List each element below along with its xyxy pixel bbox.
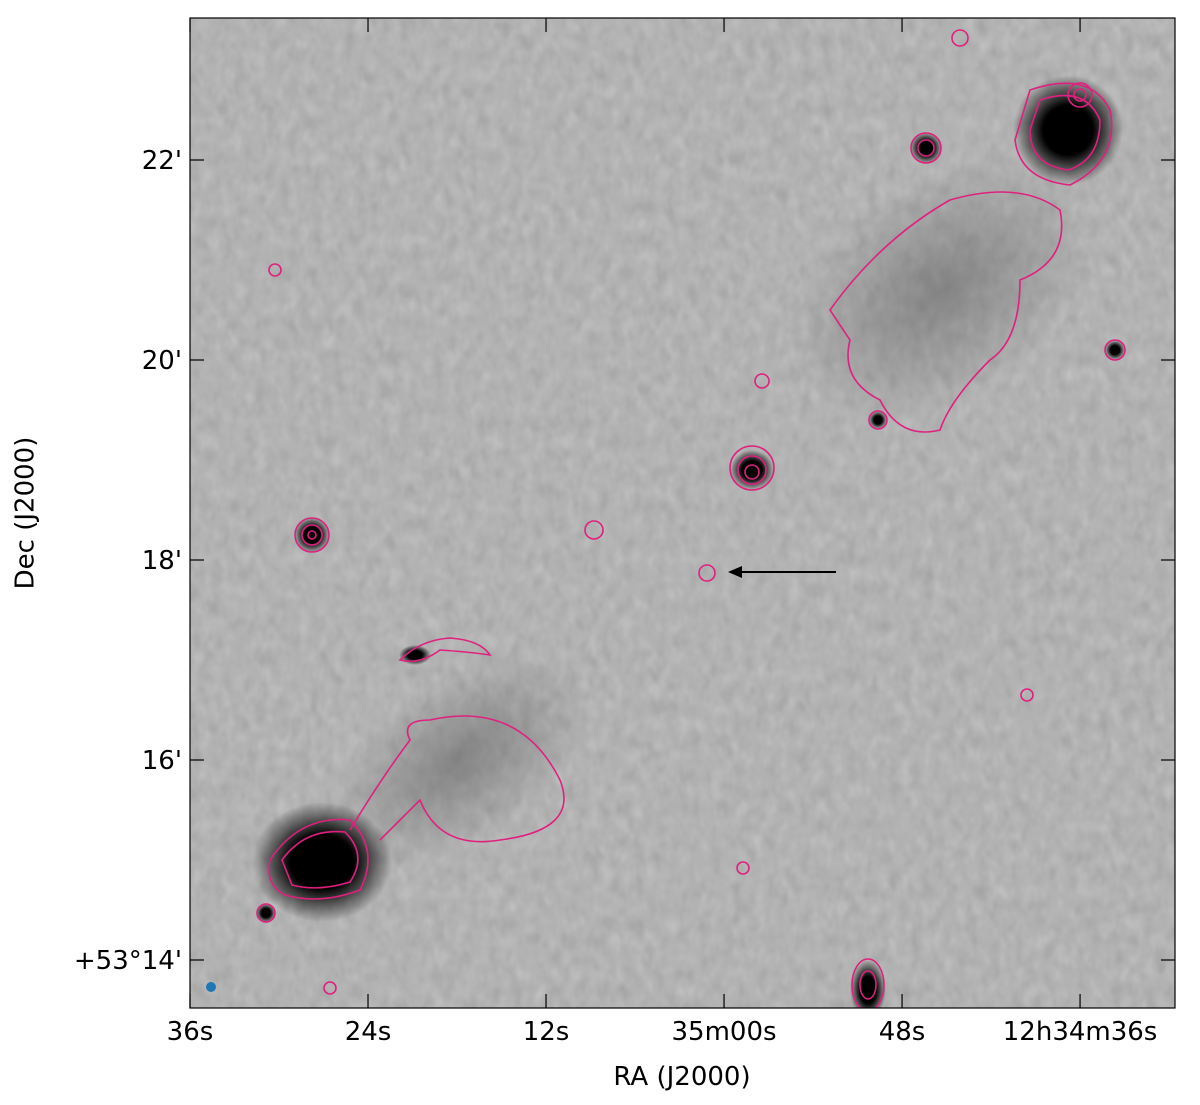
- image: [190, 18, 1175, 1008]
- x-tick-label: 35m00s: [672, 1017, 777, 1047]
- arrow: [728, 566, 836, 578]
- x-tick-label: 48s: [879, 1017, 926, 1047]
- x-tick-label: 36s: [167, 1017, 214, 1047]
- x-tick-label: 24s: [345, 1017, 392, 1047]
- x-tick-label: 12h34m36s: [1003, 1017, 1158, 1047]
- y-tick-label: 20': [142, 346, 182, 376]
- beam: [206, 982, 216, 992]
- x-tick-label: 12s: [523, 1017, 570, 1047]
- y-tick-label: 18': [142, 546, 182, 576]
- y-axis-label: Dec (J2000): [11, 437, 41, 590]
- y-tick-label: 22': [142, 146, 182, 176]
- plot-frame: [189, 17, 1176, 1009]
- y-tick-label: +53°14': [74, 946, 182, 976]
- x-axis-label: RA (J2000): [613, 1062, 750, 1092]
- y-tick-label: 16': [142, 746, 182, 776]
